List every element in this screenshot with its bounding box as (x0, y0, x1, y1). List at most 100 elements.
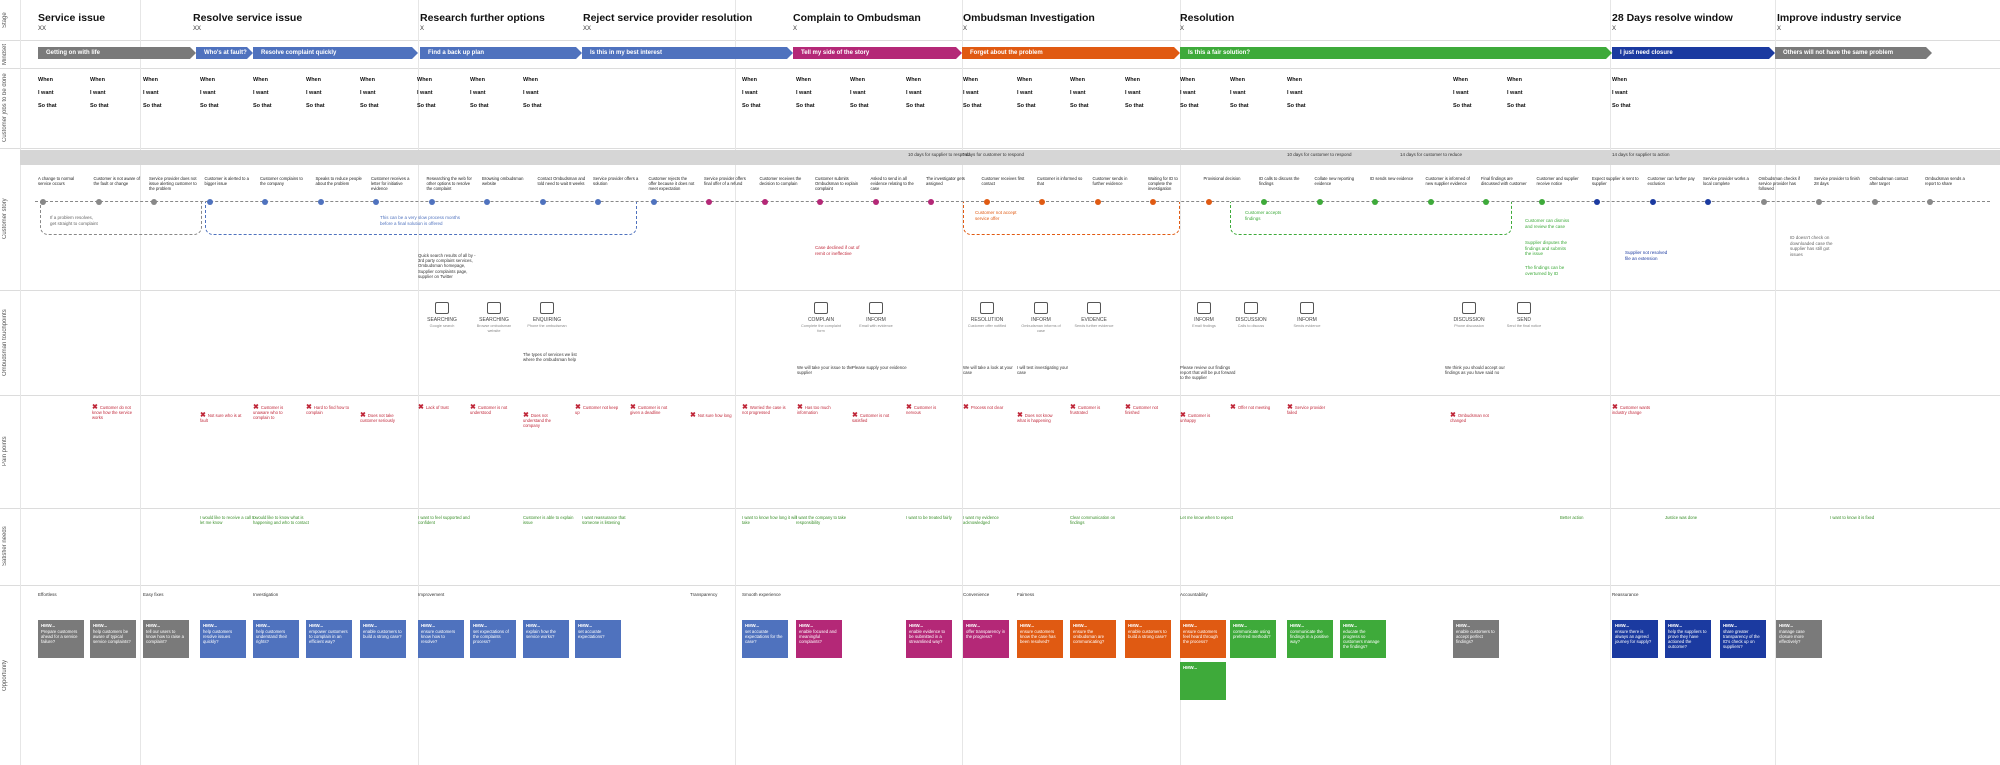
job-text (796, 97, 797, 102)
job-sothat: So that (253, 103, 272, 109)
pain-text: Customer is not given a deadline (630, 405, 668, 415)
touchpoint: INFORM Sends evidence (1283, 302, 1331, 329)
row-label: Satisfier needs (2, 526, 8, 567)
job-sothat: So that (742, 103, 761, 109)
job-text (90, 84, 91, 89)
card-heading: HMW... (1779, 623, 1794, 628)
job-text (742, 97, 743, 102)
card-text: ensure customers feel heard through the … (1183, 629, 1218, 644)
pain-text: Worried the case is not progressed (742, 405, 786, 415)
mindset-chevron: Is this in my best interest (582, 47, 793, 59)
touchpoint: ENQUIRING Phone the ombudsman (523, 302, 571, 329)
touchpoint-desc: Google search (429, 324, 455, 328)
journey-node (1760, 199, 1767, 205)
phase-header: Complain to Ombudsman X (793, 12, 921, 32)
touchpoint-desc: Phone the ombudsman (527, 324, 567, 328)
touchpoint-label: SEARCHING (479, 317, 509, 323)
job-when: When (1507, 77, 1522, 83)
phase-subtitle: X (420, 26, 425, 32)
job-card: When I want So that (906, 76, 952, 115)
job-text (906, 97, 907, 102)
journey-node (539, 199, 546, 205)
journey-node (761, 199, 768, 205)
job-sothat: So that (963, 103, 982, 109)
job-text (1125, 84, 1126, 89)
job-want: I want (1230, 90, 1246, 96)
job-card: When I want So that (1180, 76, 1226, 115)
phase-header: 28 Days resolve window X (1612, 12, 1733, 32)
card-heading: HMW... (41, 623, 56, 628)
journey-node (1816, 199, 1822, 205)
job-want: I want (1180, 90, 1196, 96)
touchpoint: RESOLUTION Customer offer notified (963, 302, 1011, 329)
job-text (306, 84, 307, 89)
job-text (38, 97, 39, 102)
job-when: When (963, 77, 978, 83)
job-sothat: So that (143, 103, 162, 109)
job-card: When I want So that (1507, 76, 1553, 115)
card-text: help the suppliers to prove they have ac… (1668, 629, 1707, 649)
story-step: Researching the web for other options to… (426, 176, 472, 191)
job-want: I want (1070, 90, 1086, 96)
job-sothat: So that (417, 103, 436, 109)
job-when: When (1230, 77, 1245, 83)
job-text (1287, 97, 1288, 102)
job-text (417, 97, 418, 102)
job-want: I want (470, 90, 486, 96)
job-card: When I want So that (1070, 76, 1116, 115)
pain-point: ✖ Customer is not given a deadline (630, 404, 674, 415)
satisfier-need: Customer is able to explain issue (523, 515, 574, 526)
pain-text: Does not understand the company (523, 413, 551, 428)
satisfier-need: I want the company to take responsibilit… (796, 515, 847, 526)
job-text (1017, 110, 1018, 115)
job-text (417, 110, 418, 115)
job-card: When I want So that (90, 76, 136, 115)
job-text (470, 97, 471, 102)
pain-text: Service provider failed (1287, 405, 1326, 415)
card-text: tell our users to know how to raise a co… (146, 629, 184, 644)
pain-point: ✖ Customer not keep up (575, 404, 619, 415)
journey-node (1261, 199, 1267, 205)
banner-note: 7 days for customer to respond (962, 152, 1025, 157)
journey-node (706, 199, 712, 205)
device-icon (1034, 302, 1048, 314)
job-card: When I want So that (360, 76, 406, 115)
pain-point: ✖ Offer not meeting (1230, 404, 1274, 411)
opportunity-question: Smooth experience (742, 592, 781, 597)
row-label: Stage (2, 12, 8, 28)
pain-point: ✖ Not sure who is at fault (200, 412, 244, 423)
job-text (850, 110, 851, 115)
story-step: Browsing ombudsman website (482, 176, 524, 186)
card-text: help customers resolve issues quickly? (203, 629, 233, 644)
story-step: Asked to send in all evidence relating t… (870, 176, 914, 191)
device-icon (814, 302, 828, 314)
pain-text: Not sure who is at fault (200, 413, 242, 423)
job-want: I want (1507, 90, 1523, 96)
pain-x-icon: ✖ (1017, 412, 1023, 419)
job-card: When I want So that (1612, 76, 1658, 115)
phase-subtitle: X (793, 26, 798, 32)
pain-x-icon: ✖ (1612, 404, 1618, 411)
pain-text: Does not take customer seriously (360, 413, 395, 423)
satisfier-need: Clear communication on findings (1070, 515, 1116, 526)
job-text (742, 110, 743, 115)
phone-icon (1462, 302, 1476, 314)
opportunity-card: HMW... help customers resolve issues quic… (200, 620, 246, 658)
story-step: The investigator gets assigned (926, 176, 965, 186)
pain-x-icon: ✖ (1125, 404, 1131, 411)
mindset-chevron: Who's at fault? (196, 47, 253, 59)
row-label: Opportunity (2, 659, 8, 691)
job-text (1453, 84, 1454, 89)
pain-x-icon: ✖ (1180, 412, 1186, 419)
job-text (1612, 84, 1613, 89)
pain-x-icon: ✖ (360, 412, 366, 419)
job-sothat: So that (470, 103, 489, 109)
opportunity-card: HMW... enable customers to build a strong… (360, 620, 406, 658)
touchpoint-desc: Ombudsman informs of case (1021, 324, 1061, 333)
phase-subtitle: XX (583, 26, 592, 32)
pain-x-icon: ✖ (1450, 412, 1456, 419)
job-want: I want (1017, 90, 1033, 96)
story-step: Customer is informed of new supplier evi… (1425, 176, 1470, 186)
story-step: Service provider does not issue alerting… (149, 176, 197, 191)
card-heading: HMW... (1128, 623, 1143, 628)
